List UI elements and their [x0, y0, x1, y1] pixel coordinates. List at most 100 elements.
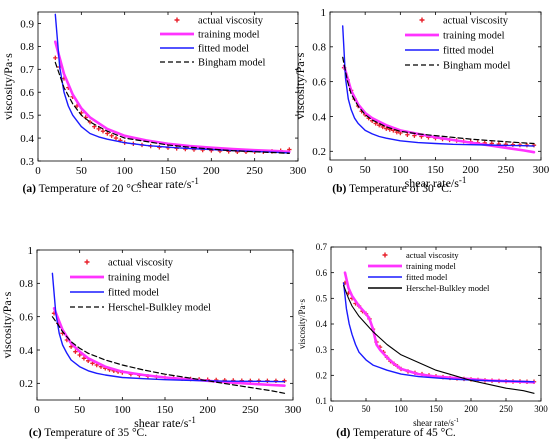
x-tick-label: 100 [114, 404, 131, 416]
data-point [81, 356, 87, 361]
data-point [273, 378, 279, 384]
data-point [87, 119, 93, 125]
y-tick-label: 0.9 [20, 18, 34, 30]
data-point [96, 126, 101, 132]
legend: actual viscosity training model fitted mod… [160, 16, 265, 69]
chart-panel-3: 0 50 100 150 200 250 300 0.1 0.2 0.3 0.4 0.5 0.6 0.7 s… [297, 242, 548, 428]
data-point [68, 344, 74, 349]
chart-panel-0: 0 50 100 150 200 250 300 0.3 0.4 0.5 0.6 0.7 0.8 0.9 s… [1, 11, 307, 191]
series-3 [54, 61, 290, 154]
legend-marker [419, 17, 425, 23]
legend-label: actual viscosity [198, 16, 264, 27]
y-tick-label: 0.1 [316, 396, 327, 406]
y-axis-label: viscosity/Pa·s [0, 291, 14, 358]
y-axis-label: viscosity/Pa·s [1, 53, 15, 120]
x-tick-label: 300 [533, 164, 550, 176]
series-line [342, 56, 535, 145]
legend: actual viscosity training model fitted mod… [70, 258, 211, 314]
legend-label: Herschel-Bulkley model [406, 283, 490, 293]
series-line [342, 282, 535, 383]
x-tick-label: 150 [429, 404, 443, 414]
x-tick-label: 200 [462, 164, 479, 176]
legend-label: fitted model [406, 272, 448, 282]
series-3 [51, 316, 286, 394]
y-tick-label: 0.4 [19, 345, 33, 357]
y-tick-label: 0.6 [316, 268, 328, 278]
series-1 [54, 40, 291, 154]
series-1 [342, 64, 536, 154]
x-tick-label: 150 [160, 165, 177, 177]
series-0 [51, 311, 287, 384]
x-tick-label: 100 [392, 164, 409, 176]
x-tick-label: 100 [394, 404, 408, 414]
x-tick-label: 250 [246, 165, 263, 177]
series-line [342, 64, 536, 154]
y-tick-label: 0.8 [19, 278, 33, 290]
y-tick-label: 0.2 [316, 370, 327, 380]
caption-a: (a) Temperature of 20 °C. [23, 183, 142, 195]
y-tick-label: 0.6 [312, 76, 326, 88]
y-tick-label: 0.7 [20, 64, 34, 76]
data-point [90, 361, 95, 366]
y-tick-label: 0.2 [19, 378, 33, 390]
x-axis-label-exponent: -1 [454, 418, 459, 424]
series-0 [341, 65, 537, 148]
series-2 [342, 282, 535, 383]
x-tick-label: 0 [327, 164, 333, 176]
y-tick-label: 0.3 [20, 156, 34, 168]
y-tick-label: 0.8 [20, 41, 34, 53]
x-tick-label: 250 [499, 404, 513, 414]
x-axis-label: shear rate/s-1 [405, 175, 467, 190]
series-line [342, 25, 535, 147]
series-line [343, 284, 535, 394]
data-point [77, 352, 82, 358]
legend-label: fitted model [198, 44, 249, 55]
y-tick-label: 1 [321, 7, 327, 19]
x-tick-label: 0 [329, 404, 334, 414]
caption-b: (b) Temperature of 30 °C. [332, 183, 452, 195]
y-tick-label: 0.4 [20, 133, 34, 145]
legend-label: actual viscosity [443, 16, 509, 27]
legend-label: fitted model [108, 288, 159, 299]
legend-label: Bingham model [198, 58, 265, 69]
series-3 [343, 284, 535, 394]
x-axis-label: shear rate/s-1 [134, 415, 196, 430]
legend-label: actual viscosity [108, 258, 174, 269]
legend-label: training model [108, 273, 170, 284]
x-axis-label: shear rate/s-1 [137, 176, 199, 191]
y-tick-label: 0.5 [316, 293, 328, 303]
y-tick-label: 0.2 [312, 146, 326, 158]
x-tick-label: 50 [362, 404, 372, 414]
y-tick-label: 1 [28, 245, 34, 257]
legend-marker [174, 17, 180, 23]
data-point [384, 126, 389, 131]
x-tick-label: 250 [498, 164, 515, 176]
x-tick-label: 250 [242, 404, 259, 416]
x-tick-label: 200 [203, 165, 220, 177]
data-point [105, 131, 110, 136]
series-line [51, 272, 286, 383]
legend-marker [382, 252, 388, 258]
legend-marker [84, 259, 90, 265]
x-tick-label: 300 [285, 404, 302, 416]
data-point [405, 132, 410, 137]
series-3 [342, 56, 535, 145]
x-axis-label: shear rate/s-1 [413, 418, 459, 428]
y-axis-label: viscosity/Pa·s [297, 299, 307, 349]
data-point [92, 124, 97, 129]
y-tick-label: 0.3 [316, 345, 328, 355]
y-tick-label: 0.4 [316, 319, 328, 329]
caption-c: (c) Temperature of 35 °C. [29, 427, 147, 439]
series-line [51, 316, 286, 394]
y-tick-label: 0.6 [19, 312, 33, 324]
x-axis-label-exponent: -1 [188, 415, 196, 425]
data-point [100, 129, 106, 134]
y-tick-label: 0.5 [20, 110, 34, 122]
x-tick-label: 50 [360, 164, 372, 176]
legend-label: fitted model [443, 46, 494, 57]
legend-label: training model [198, 30, 260, 41]
data-point [109, 133, 114, 138]
